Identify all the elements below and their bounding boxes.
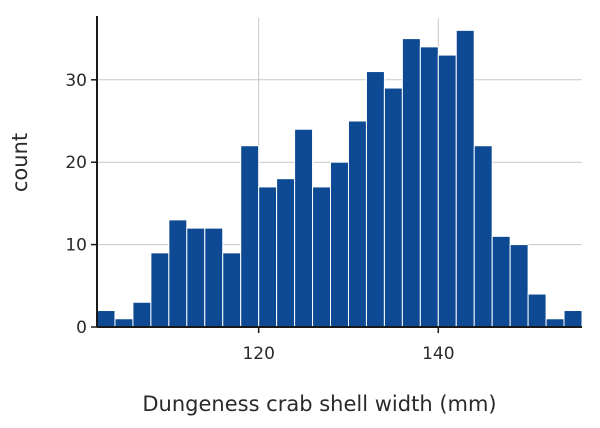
- histogram-bar: [365, 71, 385, 328]
- axes: [91, 16, 582, 333]
- y-tick-label: 20: [65, 153, 87, 173]
- histogram-bar: [491, 235, 511, 328]
- y-axis-title: count: [8, 133, 32, 192]
- y-tick-label: 0: [76, 318, 87, 338]
- histogram-bar: [186, 227, 206, 328]
- y-tick-label: 30: [65, 71, 87, 91]
- histogram-bar: [312, 186, 332, 328]
- histogram-bar: [222, 252, 242, 328]
- x-tick-label: 120: [242, 344, 274, 364]
- histogram-bar: [114, 318, 134, 328]
- histogram-bar: [240, 145, 260, 328]
- histogram-bar: [455, 29, 475, 328]
- x-tick-label: 140: [422, 344, 454, 364]
- histogram-bar: [168, 219, 188, 328]
- histogram-bar: [509, 244, 529, 328]
- y-tick-label: 10: [65, 236, 87, 256]
- histogram-bar: [276, 178, 296, 328]
- histogram-bar: [330, 161, 349, 328]
- histogram-bar: [527, 293, 547, 328]
- histogram-bar: [150, 252, 170, 328]
- histogram-bar: [401, 38, 421, 328]
- histogram-bar: [294, 128, 314, 328]
- tick-labels: 0 10 20 30 120 140: [65, 71, 454, 364]
- bars: [96, 29, 583, 328]
- histogram-bar: [96, 310, 116, 328]
- histogram-bar: [383, 87, 403, 328]
- histogram-bar: [563, 310, 583, 328]
- histogram-bar: [132, 301, 152, 328]
- histogram-bar: [473, 145, 493, 328]
- histogram-bar: [204, 227, 224, 328]
- histogram-bar: [437, 54, 457, 328]
- histogram-bar: [347, 120, 367, 328]
- x-axis-title: Dungeness crab shell width (mm): [142, 392, 496, 416]
- histogram-bar: [258, 186, 278, 328]
- histogram-bar: [545, 318, 565, 328]
- histogram-bar: [419, 46, 439, 328]
